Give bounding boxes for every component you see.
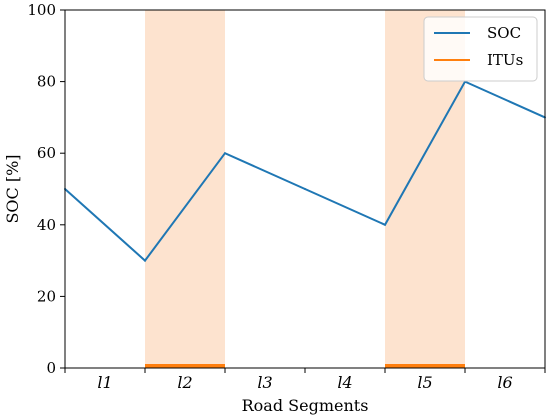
y-tick-label: 40 — [37, 216, 56, 234]
y-axis-title: SOC [%] — [3, 154, 22, 223]
x-category-label: l1 — [97, 373, 112, 392]
legend-label-soc: SOC — [487, 24, 521, 42]
x-axis: l1 l2 l3 l4 l5 l6 — [64, 368, 546, 392]
soc-series — [64, 80, 546, 263]
soc-point-1 — [144, 259, 146, 262]
y-tick-label: 60 — [37, 144, 56, 162]
legend-label-itus: ITUs — [487, 51, 523, 69]
soc-line — [64, 80, 546, 263]
x-category-label: l5 — [417, 373, 432, 392]
y-axis: 0 20 40 60 80 100 — [27, 1, 65, 377]
itu-region-1 — [145, 10, 225, 368]
x-category-label: l2 — [177, 373, 192, 392]
y-tick-label: 80 — [37, 73, 56, 91]
soc-point-4 — [384, 223, 386, 226]
y-tick-label: 0 — [46, 359, 56, 377]
y-tick-label: 20 — [37, 287, 56, 305]
x-axis-title: Road Segments — [242, 396, 369, 415]
soc-point-3 — [304, 188, 306, 190]
x-category-label: l6 — [497, 373, 512, 392]
x-category-label: l3 — [257, 373, 272, 392]
soc-point-2 — [224, 152, 226, 155]
y-tick-label: 100 — [27, 1, 56, 19]
x-category-label: l4 — [337, 373, 352, 392]
legend: SOC ITUs — [423, 16, 538, 82]
